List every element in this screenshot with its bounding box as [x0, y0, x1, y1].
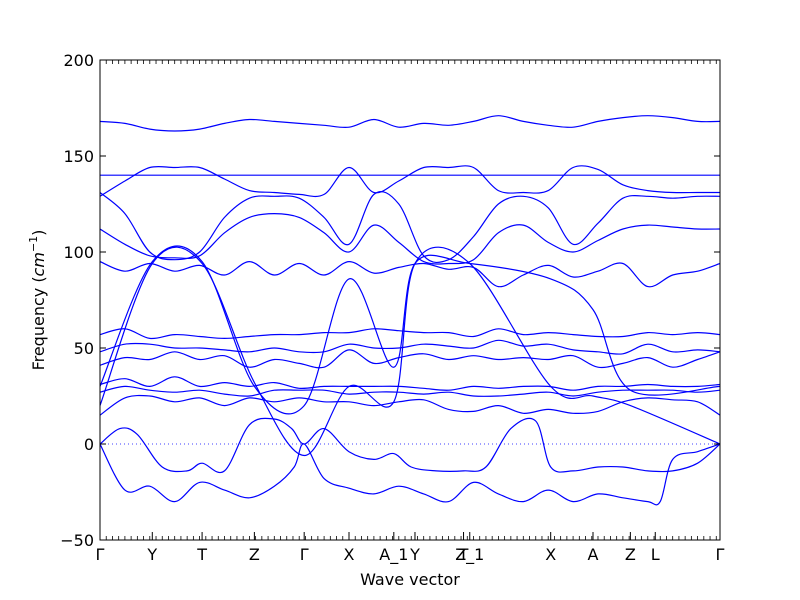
band-line-7 [100, 328, 720, 340]
band-line-11 [100, 385, 720, 397]
band-line-3 [100, 165, 720, 198]
x-tick-label: Y [409, 545, 420, 564]
plot-lines [100, 115, 720, 506]
x-tick-label: Γ [716, 545, 725, 564]
y-tick-label: 0 [84, 435, 94, 454]
y-tick-label: 50 [74, 339, 94, 358]
y-tick-label: −50 [60, 531, 94, 550]
band-line-1 [100, 115, 720, 132]
x-axis-label: Wave vector [360, 570, 460, 589]
x-tick-label: X [545, 545, 556, 564]
x-tick-label: Z_1 [455, 545, 484, 565]
band-line-9 [100, 349, 720, 369]
y-axis-label-unit: cm [29, 252, 48, 276]
y-axis-label-exp: −1 [27, 236, 40, 252]
x-tick-label: T [458, 545, 469, 564]
x-tick-label: Γ [96, 545, 105, 564]
y-tick-label: 150 [63, 147, 94, 166]
x-tick-label: Y [146, 545, 157, 564]
x-tick-label: A [588, 545, 599, 564]
band-line-16 [100, 246, 720, 457]
plot-frame [99, 59, 721, 541]
x-tick-label: A_1 [379, 545, 408, 565]
band-line-10 [100, 376, 720, 391]
band-line-6 [100, 260, 720, 288]
x-tick-label: Z [625, 545, 636, 564]
band-line-15 [100, 245, 720, 415]
band-line-4 [100, 191, 720, 264]
x-tick-label: L [651, 545, 660, 564]
x-tick-label: T [196, 545, 207, 564]
band-line-13 [100, 417, 720, 474]
band-line-14 [100, 443, 720, 506]
x-tick-label: X [344, 545, 355, 564]
x-tick-label: Z [249, 545, 260, 564]
y-tick-label: 200 [63, 51, 94, 70]
band-line-5 [100, 212, 720, 265]
axes [99, 59, 721, 541]
band-line-12 [100, 394, 720, 416]
y-axis-label: Frequency (cm−1) [27, 230, 48, 371]
y-tick-label: 100 [63, 243, 94, 262]
y-axis-label-text: Frequency ( [29, 276, 48, 370]
x-tick-label: Γ [300, 545, 309, 564]
y-axis-label-close: ) [29, 230, 48, 236]
band-line-8 [100, 339, 720, 355]
